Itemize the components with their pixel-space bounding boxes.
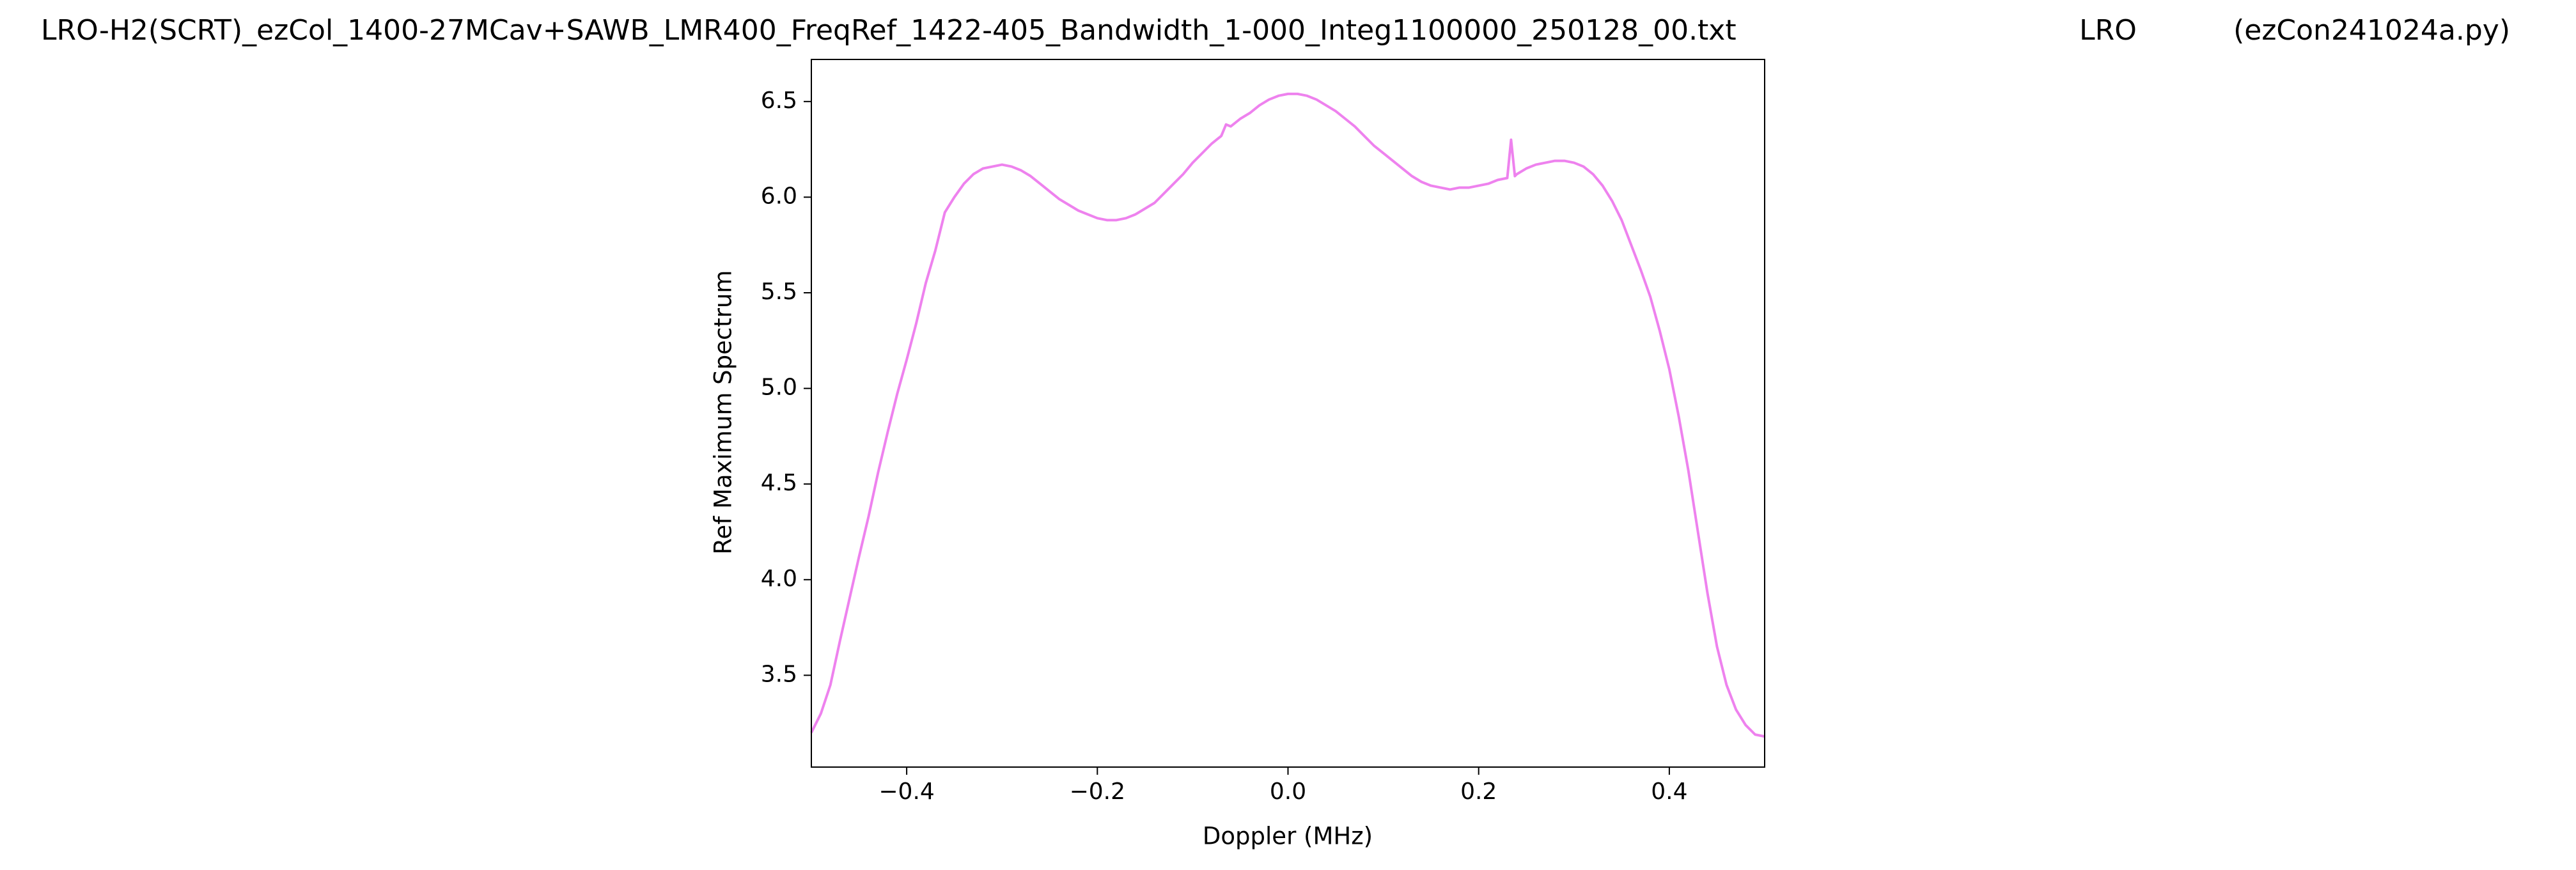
- x-tick-label: 0.4: [1651, 779, 1687, 805]
- y-tick-label: 3.5: [761, 661, 797, 687]
- chart-title: LRO: [2079, 14, 2137, 47]
- y-tick-label: 4.0: [761, 566, 797, 592]
- y-tick-label: 6.5: [761, 88, 797, 114]
- chart-title: (ezCon241024a.py): [2233, 14, 2510, 47]
- y-tick-label: 4.5: [761, 470, 797, 496]
- y-axis-label: Ref Maximum Spectrum: [710, 270, 737, 555]
- data-line: [810, 92, 1765, 738]
- y-tick-label: 6.0: [761, 183, 797, 209]
- x-tick-label: −0.2: [1070, 779, 1125, 805]
- x-tick-label: −0.4: [878, 779, 934, 805]
- y-tick-label: 5.5: [761, 279, 797, 305]
- x-tick-label: 0.2: [1460, 779, 1497, 805]
- x-axis-label: Doppler (MHz): [1203, 823, 1373, 850]
- x-tick-label: 0.0: [1270, 779, 1306, 805]
- plot-frame: [811, 59, 1765, 768]
- chart-title: LRO-H2(SCRT)_ezCol_1400-27MCav+SAWB_LMR4…: [41, 14, 1737, 47]
- y-tick-label: 5.0: [761, 375, 797, 401]
